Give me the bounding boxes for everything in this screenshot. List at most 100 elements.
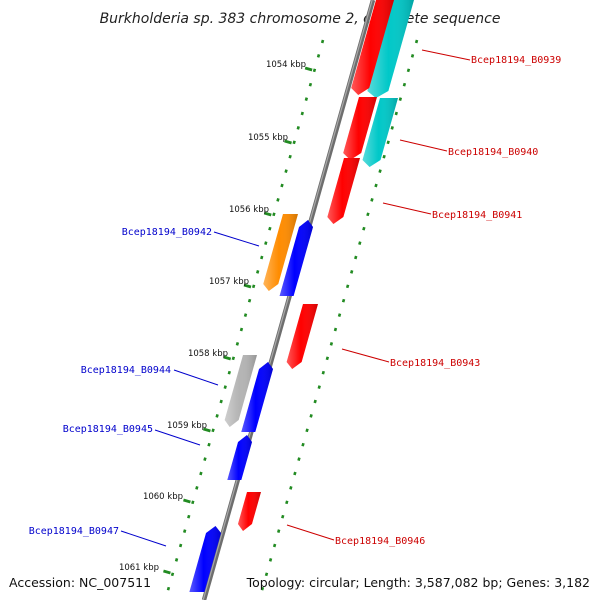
gene-features bbox=[189, 0, 414, 592]
callout-lines bbox=[120, 49, 471, 547]
tick-dot bbox=[350, 270, 354, 274]
tick-labels: 1054 kbp 1055 kbp 1056 kbp 1057 kbp 1058… bbox=[119, 60, 306, 573]
tick-dot bbox=[174, 558, 179, 562]
tick-dot bbox=[317, 385, 321, 389]
tick-label: 1057 kbp bbox=[209, 277, 249, 287]
tick-label: 1059 kbp bbox=[167, 421, 207, 431]
gene-b0940-shading bbox=[343, 97, 377, 160]
gene-b0943-shading bbox=[286, 304, 318, 369]
gene-b0946-shading bbox=[237, 492, 261, 531]
tick-dot bbox=[256, 270, 260, 274]
tick-dot bbox=[362, 226, 366, 231]
tick-dot bbox=[374, 183, 378, 188]
major-tick bbox=[304, 66, 313, 72]
gene-b0942-orange-shading bbox=[263, 214, 298, 291]
tick-dot bbox=[260, 586, 265, 591]
tick-dot bbox=[219, 399, 223, 404]
gene-labels: Bcep18194_B0939 Bcep18194_B0940 Bcep1819… bbox=[29, 55, 562, 547]
gene-b0944-gray-shading bbox=[224, 355, 257, 427]
tick-dot bbox=[308, 82, 313, 87]
tick-dot bbox=[260, 255, 264, 260]
tick-dot bbox=[227, 370, 231, 375]
tick-dot bbox=[410, 54, 415, 58]
tick-dot bbox=[366, 212, 370, 217]
tick-dot bbox=[382, 154, 386, 159]
tick-dot bbox=[296, 126, 300, 130]
tick-dot bbox=[354, 255, 358, 260]
tick-dot bbox=[300, 111, 304, 116]
tick-dot bbox=[345, 284, 350, 289]
tick-dot bbox=[358, 241, 362, 245]
tick-dot bbox=[378, 169, 382, 173]
tick-dot bbox=[191, 500, 195, 505]
gene-b0939-shading bbox=[351, 0, 394, 95]
tick-label: 1054 kbp bbox=[266, 60, 306, 70]
callout-line bbox=[399, 139, 448, 152]
tick-dot bbox=[288, 154, 292, 159]
tick-dot bbox=[235, 342, 240, 346]
tick-dot bbox=[231, 356, 236, 361]
tick-dot bbox=[386, 140, 390, 145]
tick-dot bbox=[285, 500, 289, 505]
tick-dot bbox=[247, 298, 252, 303]
gene-label-b0940[interactable]: Bcep18194_B0940 bbox=[448, 147, 538, 158]
gene-label-b0942[interactable]: Bcep18194_B0942 bbox=[122, 227, 212, 238]
callout-line bbox=[382, 202, 432, 215]
tick-dot bbox=[325, 356, 330, 361]
tick-dot bbox=[170, 572, 175, 577]
major-tick bbox=[183, 498, 191, 504]
major-tick bbox=[263, 211, 272, 217]
tick-dot bbox=[276, 198, 280, 202]
callout-line bbox=[120, 530, 167, 547]
tick-dot bbox=[268, 226, 272, 231]
tick-dot bbox=[207, 442, 211, 447]
gene-label-b0939[interactable]: Bcep18194_B0939 bbox=[471, 55, 561, 66]
tick-dot bbox=[281, 514, 285, 519]
gene-label-b0943[interactable]: Bcep18194_B0943 bbox=[390, 358, 480, 369]
tick-dot bbox=[329, 342, 334, 346]
callout-line bbox=[213, 231, 260, 247]
tick-dot bbox=[289, 486, 293, 490]
tick-dot bbox=[321, 370, 325, 375]
gene-b0939-cyan-shading bbox=[367, 0, 414, 98]
tick-dot bbox=[394, 111, 398, 116]
gene-label-b0946[interactable]: Bcep18194_B0946 bbox=[335, 536, 425, 547]
tick-dot bbox=[292, 140, 296, 145]
tick-dot bbox=[293, 471, 297, 476]
major-tick bbox=[163, 569, 171, 575]
chromosome-backbone-highlight bbox=[202, 0, 373, 600]
tick-dot bbox=[284, 169, 288, 173]
gene-label-b0947[interactable]: Bcep18194_B0947 bbox=[29, 526, 119, 537]
tick-dot bbox=[182, 529, 187, 533]
gene-b0945-shading bbox=[227, 435, 253, 480]
topology-text: Topology: circular; Length: 3,587,082 bp… bbox=[246, 575, 590, 590]
tick-dot bbox=[166, 586, 171, 591]
tick-dot bbox=[211, 428, 215, 433]
major-tick bbox=[223, 355, 232, 361]
gene-b0940-cyan-shading bbox=[362, 98, 398, 167]
tick-dot bbox=[276, 529, 281, 533]
tick-dot bbox=[414, 39, 419, 44]
tick-label: 1061 kbp bbox=[119, 563, 159, 573]
tick-dot bbox=[337, 313, 342, 317]
major-tick bbox=[203, 427, 211, 433]
gene-label-b0944[interactable]: Bcep18194_B0944 bbox=[81, 365, 171, 376]
gene-label-b0941[interactable]: Bcep18194_B0941 bbox=[432, 210, 522, 221]
tick-label: 1056 kbp bbox=[229, 205, 269, 215]
tick-dot bbox=[268, 558, 273, 562]
tick-label: 1055 kbp bbox=[248, 133, 288, 143]
callout-line bbox=[341, 348, 390, 363]
tick-dot bbox=[301, 442, 305, 447]
tick-dot bbox=[264, 241, 268, 245]
gene-b0942-shading bbox=[279, 220, 314, 296]
tick-dot bbox=[304, 97, 309, 101]
tick-dot bbox=[223, 385, 227, 389]
gene-b0941-shading bbox=[327, 158, 360, 224]
callout-line bbox=[286, 524, 335, 541]
gene-label-b0945[interactable]: Bcep18194_B0945 bbox=[63, 424, 153, 435]
tick-dot bbox=[280, 183, 284, 188]
tick-dot bbox=[316, 54, 321, 58]
tick-dot bbox=[320, 39, 325, 44]
tick-dot bbox=[341, 298, 346, 303]
